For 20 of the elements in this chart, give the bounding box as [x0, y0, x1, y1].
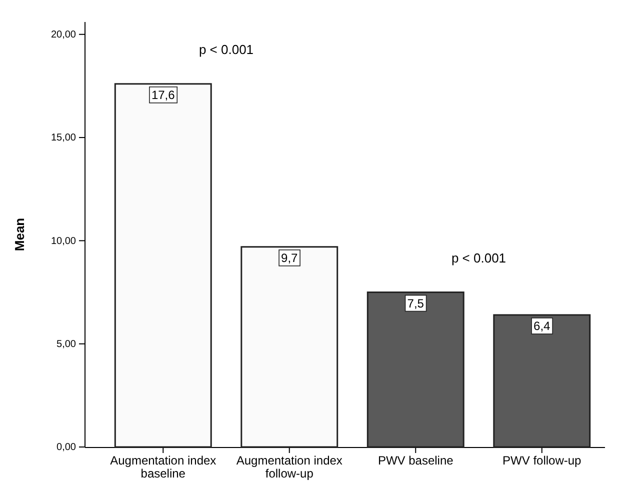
data-label: 7,5 [407, 296, 424, 310]
y-tick-label: 0,00 [56, 442, 76, 454]
x-tick-label: PWV follow-up [502, 454, 582, 468]
y-tick-label: 20,00 [50, 30, 76, 41]
data-label: 6,4 [534, 318, 551, 333]
x-tick-label: Augmentation index follow-up [236, 454, 342, 481]
bar [114, 83, 212, 448]
x-tick-label: Augmentation index baseline [110, 454, 216, 481]
y-tick-label: 10,00 [50, 236, 76, 247]
data-label: 9,7 [281, 250, 298, 265]
annotation: p < 0.001 [198, 42, 254, 57]
y-axis-title: Mean [12, 218, 27, 252]
annotation: p < 0.001 [451, 250, 506, 266]
bar [366, 292, 464, 448]
y-tick-label: 5,00 [56, 339, 76, 350]
data-label: 17,6 [151, 88, 176, 102]
x-tick-label: PWV baseline [378, 454, 454, 468]
bar [493, 314, 591, 448]
y-tick-label: 15,00 [50, 132, 76, 144]
bar [240, 246, 338, 448]
